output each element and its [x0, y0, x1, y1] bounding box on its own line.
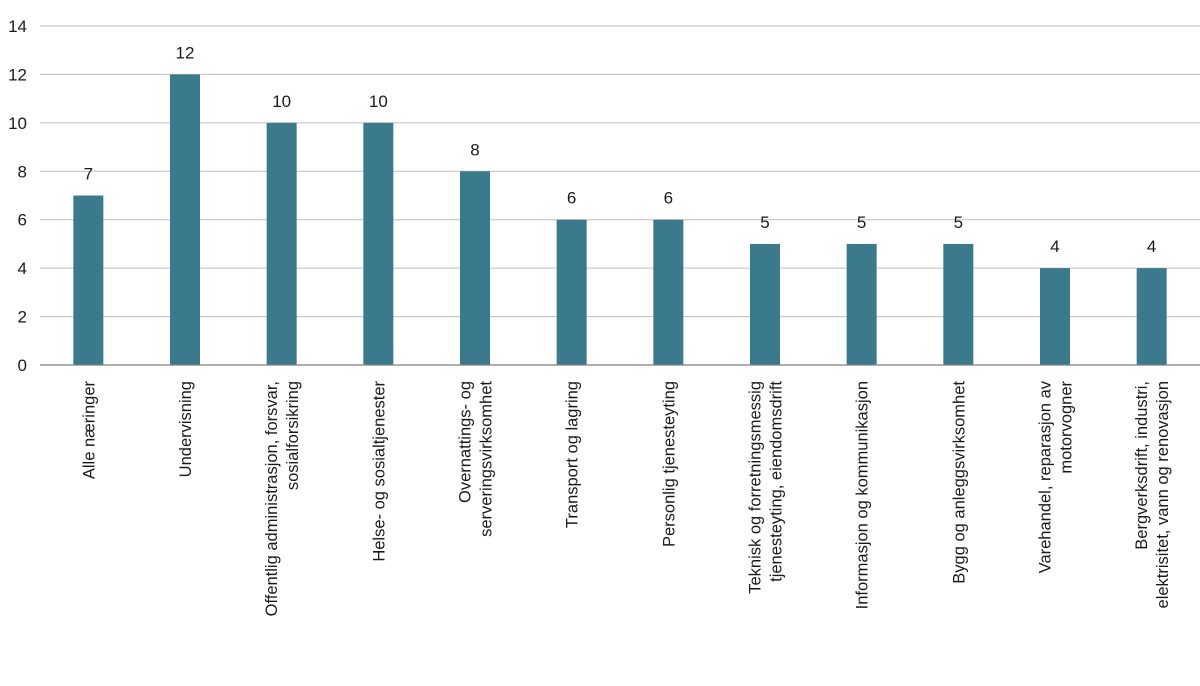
- data-label: 12: [176, 43, 195, 62]
- category-label-line: Varehandel, reparasjon av: [1037, 380, 1055, 573]
- data-label: 7: [84, 165, 93, 184]
- data-label: 5: [760, 213, 769, 232]
- category-label: Bergverksdrift, industri, elektrisitet, v…: [1133, 381, 1172, 608]
- category-label: Overnattings- og serveringsvirksomhet: [457, 381, 496, 537]
- data-label: 10: [369, 92, 388, 111]
- bar: [846, 243, 877, 365]
- category-label-line: Bergverksdrift, industri,: [1133, 381, 1151, 550]
- data-label: 5: [954, 213, 963, 232]
- category-label: Helse- og sosialtjenester: [370, 380, 388, 561]
- category-label-line: motorvogner: [1058, 381, 1076, 474]
- data-label: 5: [857, 213, 866, 232]
- data-label: 10: [272, 92, 291, 111]
- bar: [266, 122, 297, 365]
- y-tick-label: 12: [8, 65, 27, 84]
- category-label-line: Undervisning: [177, 381, 195, 477]
- category-label: Undervisning: [177, 381, 195, 477]
- data-label: 8: [470, 140, 479, 159]
- category-label: Alle næringer: [80, 381, 98, 480]
- category-label-line: Teknisk og forretningsmessig: [747, 381, 765, 594]
- category-label-line: Overnattings- og: [457, 381, 475, 503]
- y-tick-label: 14: [8, 17, 27, 36]
- category-label: Informasjon og kommunikasjon: [854, 381, 872, 609]
- category-label: Personlig tjenesteyting: [660, 381, 678, 547]
- data-label: 6: [567, 189, 576, 208]
- y-tick-label: 2: [18, 308, 27, 327]
- category-label-line: Transport og lagring: [564, 381, 582, 528]
- bar: [556, 219, 587, 365]
- category-label-line: sosialforsikring: [284, 381, 302, 490]
- category-label-line: Personlig tjenesteyting: [660, 381, 678, 547]
- bar: [943, 243, 974, 365]
- bar: [1040, 268, 1070, 365]
- data-label: 6: [664, 189, 673, 208]
- bar: [363, 122, 394, 365]
- bar: [73, 195, 104, 365]
- category-label-line: tjenesteyting, eiendomsdrift: [768, 381, 786, 582]
- category-label-line: Helse- og sosialtjenester: [370, 380, 388, 561]
- bar: [1136, 268, 1167, 365]
- data-label: 4: [1050, 237, 1059, 256]
- category-label: Transport og lagring: [564, 381, 582, 528]
- y-tick-label: 4: [18, 259, 27, 278]
- category-label: Teknisk og forretningsmessig tjenesteytin…: [747, 381, 786, 594]
- bar: [653, 219, 684, 365]
- bar: [460, 171, 490, 365]
- category-label-line: Informasjon og kommunikasjon: [854, 381, 872, 609]
- category-label-line: Bygg og anleggsvirksomhet: [950, 381, 968, 584]
- category-label-line: serveringsvirksomhet: [478, 381, 496, 537]
- category-label: Bygg og anleggsvirksomhet: [950, 381, 968, 584]
- category-label: Offentlig administrasjon, forsvar, sosial…: [263, 381, 302, 616]
- y-tick-label: 6: [18, 211, 27, 230]
- category-label-line: Offentlig administrasjon, forsvar,: [263, 381, 281, 616]
- y-tick-label: 0: [18, 356, 27, 375]
- bar: [750, 243, 780, 365]
- category-label-line: elektrisitet, vann og renovasjon: [1154, 381, 1172, 608]
- bar: [170, 74, 200, 365]
- data-label: 4: [1147, 237, 1156, 256]
- category-label: Varehandel, reparasjon av motorvogner: [1037, 380, 1076, 573]
- category-label-line: Alle næringer: [80, 381, 98, 480]
- y-tick-label: 8: [18, 162, 27, 181]
- y-tick-label: 10: [8, 114, 27, 133]
